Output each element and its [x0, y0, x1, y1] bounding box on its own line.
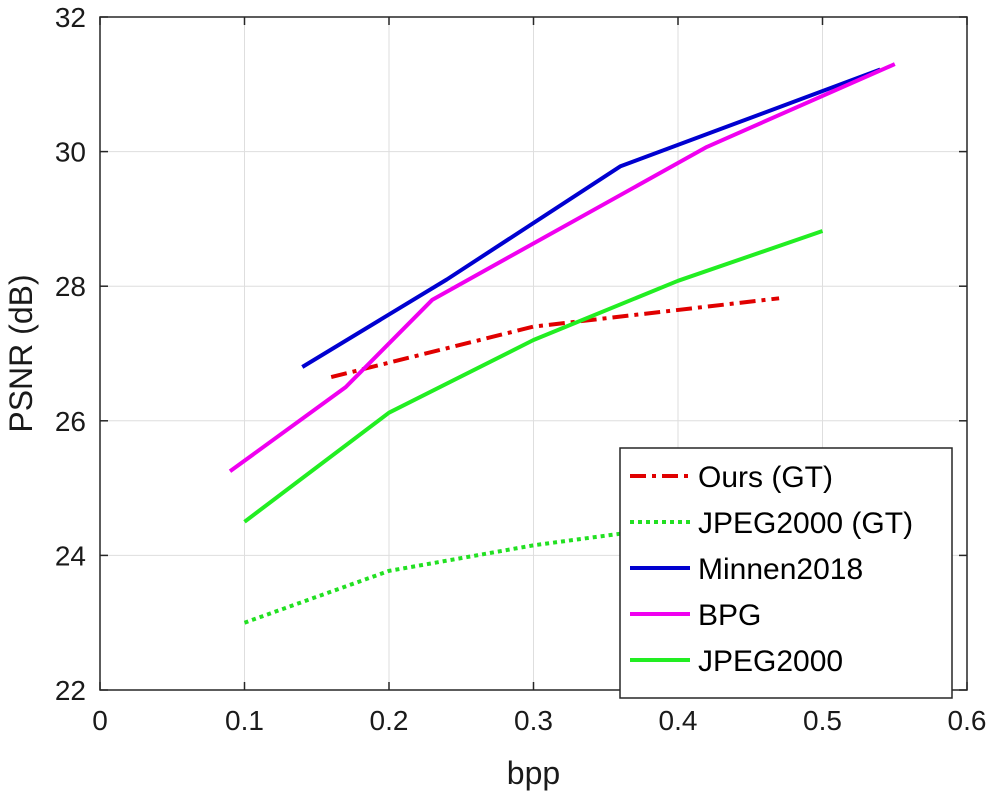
x-axis-label: bpp [507, 755, 560, 791]
y-tick-label: 22 [55, 675, 86, 706]
y-tick-label: 30 [55, 137, 86, 168]
legend-label: JPEG2000 [698, 645, 843, 678]
legend-label: JPEG2000 (GT) [698, 507, 913, 540]
y-tick-label: 26 [55, 406, 86, 437]
legend-label: BPG [698, 599, 761, 632]
x-tick-label: 0.1 [225, 705, 264, 736]
series-layer [228, 62, 896, 625]
series-line-minnen2018 [301, 67, 881, 369]
x-tick-label: 0.3 [514, 705, 553, 736]
series-line-bpg [228, 62, 896, 473]
x-tick-label: 0.2 [370, 705, 409, 736]
x-tick-label: 0.4 [659, 705, 698, 736]
legend-box [619, 447, 953, 699]
series-line-ours-gt [330, 296, 780, 380]
y-tick-label: 32 [55, 2, 86, 33]
legend-label: Minnen2018 [698, 553, 863, 586]
y-axis-label: PSNR (dB) [3, 274, 39, 432]
legend: Ours (GT) JPEG2000 (GT) Minnen2018 BPG JPEG2… [619, 447, 953, 699]
x-tick-label: 0.6 [948, 705, 987, 736]
series-line-jpeg2000 [243, 229, 824, 524]
x-tick-label: 0 [92, 705, 108, 736]
y-tick-label: 24 [55, 540, 86, 571]
legend-label: Ours (GT) [698, 461, 833, 494]
y-tick-label: 28 [55, 271, 86, 302]
ticks: 0 0.1 0.2 0.3 0.4 0.5 0.6 22 24 26 28 30 32 [55, 2, 987, 736]
series-line-jpeg2000-gt [243, 529, 635, 625]
x-tick-label: 0.5 [803, 705, 842, 736]
